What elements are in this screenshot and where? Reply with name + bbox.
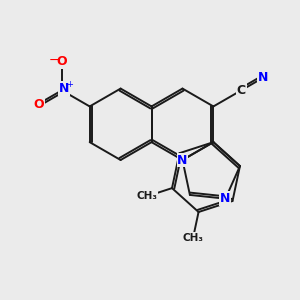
Text: O: O — [56, 55, 67, 68]
Text: +: + — [66, 80, 73, 89]
Text: N: N — [220, 192, 231, 205]
Text: CH₃: CH₃ — [182, 233, 203, 243]
Text: CH₃: CH₃ — [136, 191, 157, 201]
Text: N: N — [58, 82, 69, 95]
Text: −: − — [49, 53, 59, 67]
Text: N: N — [258, 71, 268, 84]
Text: O: O — [34, 98, 44, 111]
Text: C: C — [237, 84, 246, 97]
Text: N: N — [177, 154, 188, 166]
